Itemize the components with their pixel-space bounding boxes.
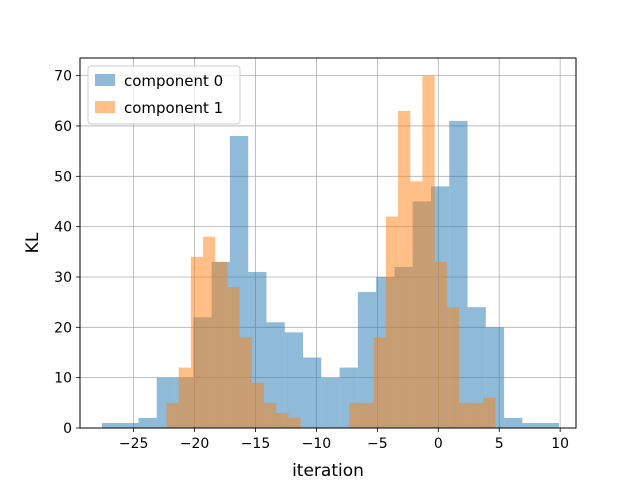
legend-label-component-1: component 1 [124, 99, 223, 117]
histogram-bar [357, 292, 377, 428]
histogram-bars [101, 75, 559, 428]
histogram-bar [446, 307, 460, 428]
legend-frame [87, 65, 241, 125]
histogram-bar [398, 110, 411, 428]
x-tick-label: −5 [367, 436, 388, 452]
histogram-bar [422, 75, 435, 428]
histogram-bar [215, 261, 228, 428]
histogram-bar [459, 402, 472, 428]
histogram-bar [522, 422, 541, 428]
histogram-bar [540, 422, 559, 428]
histogram-bar [178, 367, 191, 428]
histogram-bar [471, 402, 484, 428]
histogram-bar [276, 412, 289, 428]
y-tick-label: 40 [54, 220, 72, 236]
histogram-bar [120, 422, 139, 428]
y-tick-label: 70 [54, 69, 72, 85]
histogram-bar [410, 181, 423, 428]
histogram-bar [288, 417, 301, 428]
x-tick-label: 5 [495, 436, 504, 452]
y-axis-label: KL [23, 232, 43, 253]
histogram-bar [203, 236, 216, 428]
histogram-bar [483, 397, 496, 428]
x-tick-label: 0 [434, 436, 443, 452]
x-tick-label: −15 [241, 436, 271, 452]
histogram-bar [467, 307, 486, 428]
histogram-bar [166, 402, 179, 428]
legend-swatch-component-1 [95, 101, 115, 113]
histogram-bar [284, 332, 304, 428]
histogram-bar [266, 322, 285, 428]
histogram-bar [361, 402, 374, 428]
axis-ticks: −25 −20 −15 −10 −5 0 5 10 0 10 20 30 40 50 60 70 [54, 69, 569, 452]
histogram-bar [101, 422, 121, 428]
histogram-bar [373, 337, 386, 428]
x-axis-label: iteration [292, 461, 364, 480]
histogram-bar [251, 382, 265, 428]
y-tick-label: 10 [54, 371, 72, 387]
legend: component 0 component 1 [87, 65, 241, 125]
legend-label-component-0: component 0 [124, 72, 223, 90]
histogram-bar [349, 402, 362, 428]
histogram-bar [385, 216, 399, 428]
histogram-bar [227, 287, 240, 428]
y-tick-label: 0 [63, 421, 72, 437]
histogram-bar [138, 417, 157, 428]
x-tick-label: −25 [119, 436, 149, 452]
series-component-1 [166, 75, 496, 428]
y-tick-label: 30 [54, 270, 72, 286]
histogram-bar [303, 357, 322, 428]
x-tick-label: −20 [180, 436, 210, 452]
histogram-bar [321, 377, 340, 428]
legend-swatch-component-0 [95, 74, 115, 86]
y-tick-label: 20 [54, 320, 72, 336]
y-tick-label: 60 [54, 119, 72, 135]
histogram-bar [190, 256, 204, 428]
plot-frame [79, 57, 577, 429]
y-tick-label: 50 [54, 169, 72, 185]
x-tick-label: 10 [551, 436, 569, 452]
histogram-bar [264, 402, 277, 428]
histogram-bar [504, 417, 523, 428]
histogram-bar [239, 337, 252, 428]
histogram-bar [434, 261, 447, 428]
x-tick-label: −10 [302, 436, 332, 452]
